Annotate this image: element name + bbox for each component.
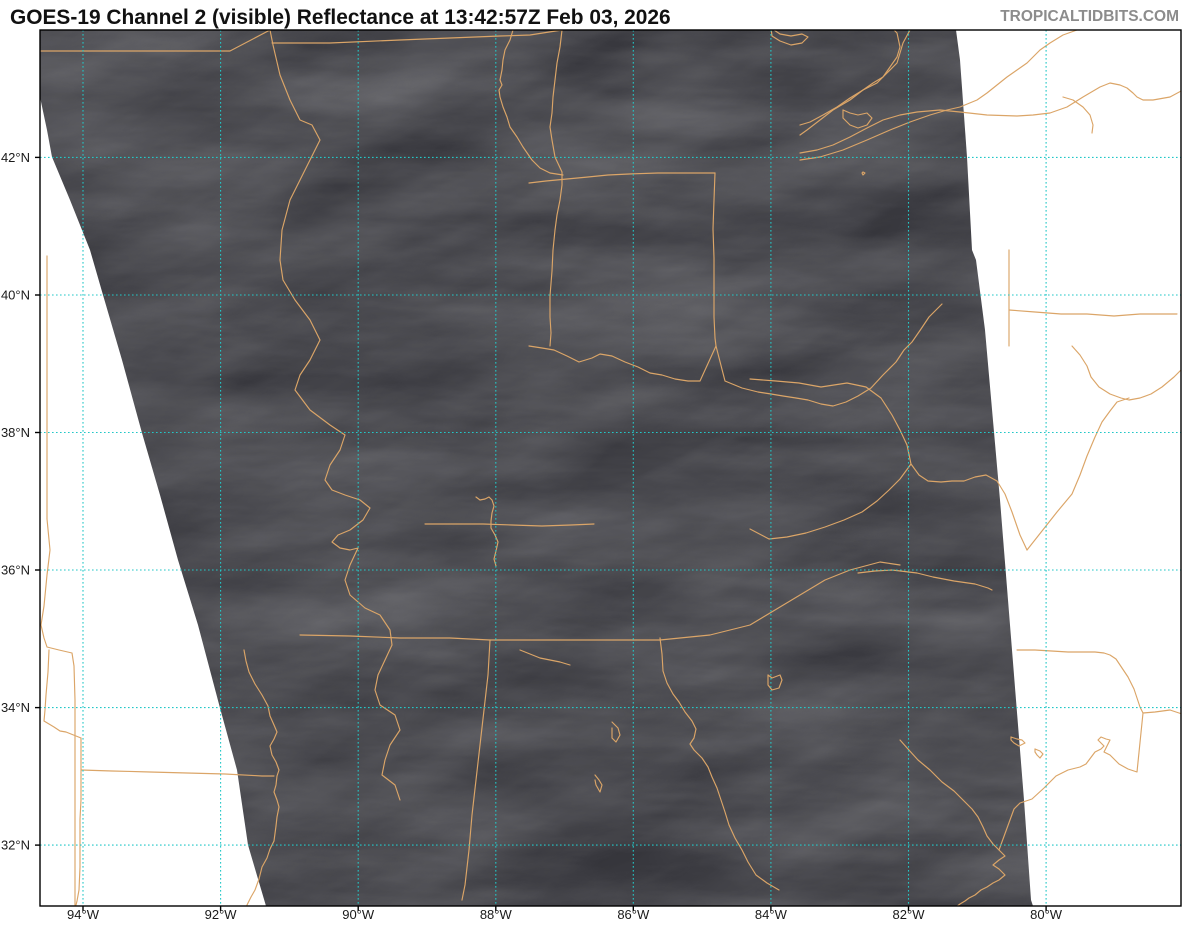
svg-text:38°N: 38°N [1,425,30,440]
svg-text:88°W: 88°W [480,907,513,922]
svg-text:82°W: 82°W [893,907,926,922]
svg-text:34°N: 34°N [1,700,30,715]
svg-text:94°W: 94°W [67,907,100,922]
svg-text:36°N: 36°N [1,563,30,578]
svg-text:32°N: 32°N [1,838,30,853]
svg-text:40°N: 40°N [1,288,30,303]
svg-text:84°W: 84°W [755,907,788,922]
svg-text:86°W: 86°W [617,907,650,922]
svg-text:92°W: 92°W [205,907,238,922]
svg-text:42°N: 42°N [1,150,30,165]
svg-text:90°W: 90°W [342,907,375,922]
svg-text:80°W: 80°W [1030,907,1063,922]
